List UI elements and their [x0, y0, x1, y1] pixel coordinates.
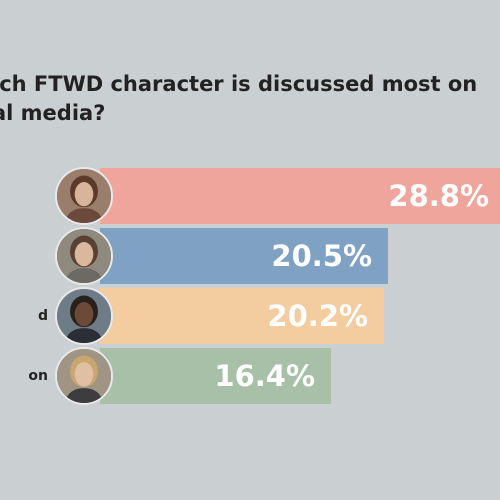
chart-title-line-1: ich FTWD character is discussed most on	[0, 72, 478, 96]
avatar-woman-long-hair-icon	[55, 167, 113, 225]
chart-title: ich FTWD character is discussed most on …	[0, 70, 478, 128]
bar-4	[100, 348, 331, 404]
avatar-man-suit-icon	[55, 287, 113, 345]
category-label-3: d	[37, 308, 48, 324]
bar-value-label-1: 28.8%	[388, 179, 489, 213]
category-label-4: on	[28, 368, 48, 384]
bar-value-label-4: 16.4%	[214, 359, 315, 393]
bar-1	[100, 168, 500, 224]
bar-value-label-2: 20.5%	[271, 239, 372, 273]
avatar-woman-blonde-icon	[55, 347, 113, 405]
bar-value-label-3: 20.2%	[267, 299, 368, 333]
avatar-man-long-hair-icon	[55, 227, 113, 285]
bar-3	[100, 288, 384, 344]
chart-title-line-2: al media?	[0, 101, 106, 125]
bar-2	[100, 228, 388, 284]
